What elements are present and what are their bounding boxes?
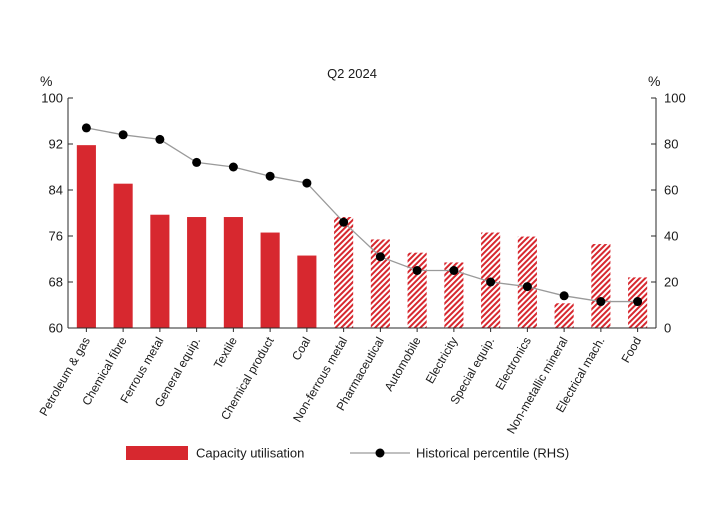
percentile-point-2 [155, 134, 165, 144]
percentile-point-1 [118, 130, 128, 140]
chart-title: Q2 2024 [327, 66, 377, 81]
bar-14 [591, 244, 611, 328]
legend: Capacity utilisation Historical percenti… [126, 446, 569, 461]
right-tick-label-4: 80 [664, 137, 678, 152]
percentile-point-3 [192, 157, 202, 167]
x-tick-label-6: Coal [289, 335, 313, 363]
x-tick-label-12: Electronics [493, 335, 534, 393]
left-tick-label-4: 92 [49, 137, 63, 152]
percentile-point-4 [228, 162, 238, 172]
bar-9 [407, 252, 427, 328]
percentile-point-6 [302, 178, 312, 188]
bar-7 [334, 217, 354, 328]
percentile-point-13 [559, 291, 569, 301]
bar-2 [150, 214, 170, 328]
left-tick-label-2: 76 [49, 229, 63, 244]
percentile-point-0 [81, 123, 91, 133]
percentile-point-7 [339, 217, 349, 227]
bar-0 [76, 145, 96, 328]
bar-3 [187, 217, 207, 328]
bar-series [76, 145, 648, 328]
x-tick-label-0: Petroleum & gas [36, 335, 92, 419]
right-tick-label-5: 100 [664, 91, 686, 106]
right-tick-label-0: 0 [664, 321, 671, 336]
left-tick-label-5: 100 [41, 91, 63, 106]
bar-10 [444, 262, 464, 328]
percentile-line [86, 127, 638, 303]
percentile-point-8 [375, 252, 385, 262]
legend-line-label: Historical percentile (RHS) [416, 446, 569, 461]
bar-6 [297, 255, 317, 328]
legend-line-marker [375, 448, 385, 458]
left-tick-label-0: 60 [49, 321, 63, 336]
bar-1 [113, 183, 133, 328]
x-tick-label-4: Textile [211, 334, 240, 371]
legend-bar-swatch [126, 446, 188, 460]
bar-4 [223, 217, 243, 328]
bar-8 [370, 239, 390, 328]
right-axis-unit: % [648, 73, 660, 89]
x-tick-label-9: Automobile [382, 334, 424, 393]
legend-bar-label: Capacity utilisation [196, 446, 304, 461]
right-tick-label-2: 40 [664, 229, 678, 244]
percentile-point-14 [596, 297, 606, 307]
axes: 60 68 76 84 92 100 0 20 40 60 80 100 [41, 91, 685, 336]
percentile-point-11 [486, 277, 496, 287]
percentile-point-15 [633, 297, 643, 307]
percentile-point-9 [412, 266, 422, 275]
bar-5 [260, 232, 280, 328]
x-tick-label-10: Electricity [423, 335, 461, 386]
percentile-point-10 [449, 266, 459, 275]
percentile-point-5 [265, 171, 275, 181]
left-axis-unit: % [40, 73, 52, 89]
right-tick-label-1: 20 [664, 275, 678, 290]
x-tick-label-15: Food [618, 335, 644, 366]
left-tick-label-1: 68 [49, 275, 63, 290]
percentile-series [81, 123, 643, 307]
percentile-point-12 [522, 282, 532, 292]
right-tick-label-3: 60 [664, 183, 678, 198]
left-tick-label-3: 84 [49, 183, 63, 198]
bar-13 [554, 303, 574, 328]
